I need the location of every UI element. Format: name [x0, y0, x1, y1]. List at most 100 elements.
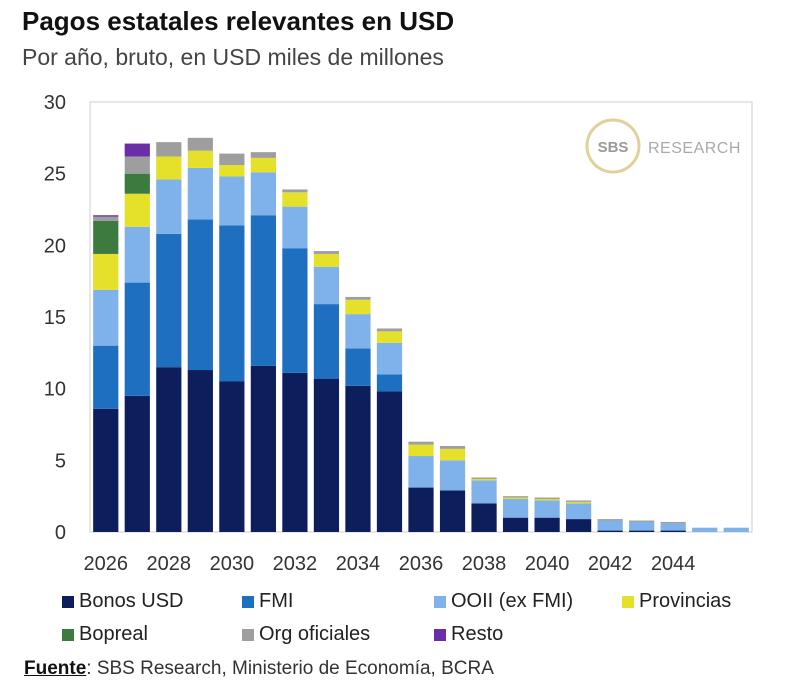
bar-segment-2036-s2 [408, 456, 434, 488]
y-tick-label: 10 [44, 379, 66, 401]
x-tick-label: 2034 [336, 553, 381, 575]
bar-segment-2032-s3 [282, 192, 308, 207]
source-label: Fuente [24, 658, 87, 679]
y-tick-label: 0 [55, 522, 66, 544]
x-tick-label: 2032 [273, 553, 318, 575]
legend-swatch [622, 595, 634, 608]
bar-segment-2027-s4 [124, 173, 150, 194]
stacked-bar-chart: 0 5 10 15 20 25 30 SBS RESEARCH 2026 2028 2030 2032 2… [44, 92, 753, 575]
legend-item: Resto [434, 623, 503, 646]
legend-item: Org oficiales [242, 623, 370, 646]
bar-segment-2029-s5 [187, 137, 213, 151]
bar-segment-2035-s0 [376, 391, 403, 532]
bar-segment-2032-s1 [282, 248, 308, 373]
bar-segment-2040-s0 [534, 517, 560, 532]
bar-segment-2036-s3 [408, 444, 434, 457]
y-tick-label: 5 [55, 450, 66, 472]
bar-segment-2027-s0 [124, 395, 150, 532]
x-tick-label: 2042 [588, 553, 633, 575]
bar-segment-2026-s6 [93, 215, 119, 217]
bar-segment-2035-s5 [376, 328, 403, 332]
bar-segment-2031-s5 [250, 152, 276, 158]
bar-segment-2033-s3 [313, 253, 340, 267]
bar-segment-2027-s5 [124, 156, 150, 174]
bar-segment-2037-s2 [439, 460, 466, 491]
bar-segment-2034-s1 [345, 348, 371, 386]
bar-segment-2042-s2 [597, 520, 623, 531]
bar-segment-2033-s1 [313, 304, 340, 379]
bar-segment-2039-s0 [502, 517, 529, 532]
bar-segment-2036-s0 [408, 487, 434, 532]
x-tick-label: 2028 [147, 553, 192, 575]
bar-segment-2037-s0 [439, 490, 466, 532]
bar-segment-2027-s6 [124, 143, 150, 157]
y-tick-label: 20 [44, 235, 66, 257]
bar-segment-2032-s0 [282, 372, 308, 532]
bar-segment-2041-s2 [566, 503, 592, 520]
legend-item: Bopreal [62, 623, 148, 646]
bar-segment-2030-s3 [219, 165, 245, 177]
bar-segment-2029-s2 [187, 167, 213, 220]
legend-swatch [242, 628, 254, 641]
bar-segment-2033-s5 [313, 251, 340, 254]
legend-label: Org oficiales [259, 623, 371, 645]
bar-segment-2026-s2 [93, 289, 119, 346]
legend-swatch [62, 595, 74, 608]
bar-segment-2046-s2 [723, 527, 749, 532]
bar-segment-2031-s2 [250, 172, 276, 216]
bar-segment-2032-s2 [282, 206, 308, 249]
bar-segment-2038-s2 [471, 480, 497, 504]
legend-label: Provincias [639, 590, 732, 612]
bar-segment-2030-s5 [219, 153, 245, 166]
bar-segment-2043-s5 [629, 520, 655, 522]
x-tick-label: 2040 [525, 553, 570, 575]
bar-segment-2030-s0 [219, 381, 245, 532]
bar-segment-2034-s2 [345, 314, 371, 349]
bar-segment-2037-s3 [439, 448, 466, 461]
bar-segment-2041-s0 [566, 519, 592, 532]
bar-segment-2038-s0 [471, 503, 497, 532]
bar-segment-2035-s2 [376, 342, 403, 375]
bar-segment-2034-s5 [345, 296, 371, 300]
bar-segment-2038-s5 [471, 477, 497, 479]
bar-segment-2033-s0 [313, 378, 340, 532]
bar-segment-2028-s3 [156, 156, 182, 180]
bar-segment-2030-s1 [219, 225, 245, 382]
bar-segment-2026-s5 [93, 216, 119, 221]
bar-segment-2040-s3 [534, 499, 560, 501]
bar-segment-2036-s5 [408, 441, 434, 445]
bar-segment-2027-s1 [124, 282, 150, 396]
bar-segment-2034-s0 [345, 385, 371, 532]
bar-segment-2041-s3 [566, 501, 592, 504]
bar-segment-2042-s0 [597, 530, 623, 532]
legend-item: Provincias [622, 590, 731, 613]
bar-segment-2032-s5 [282, 189, 308, 193]
chart-title: Pagos estatales relevantes en USD [22, 6, 455, 36]
bar-segment-2039-s3 [502, 497, 529, 500]
legend-label: Bonos USD [79, 590, 184, 612]
bar-segment-2031-s1 [250, 215, 276, 366]
bar-segment-2028-s2 [156, 179, 182, 234]
bar-segment-2043-s2 [629, 521, 655, 531]
bar-segment-2029-s0 [187, 370, 213, 532]
bar-segment-2028-s1 [156, 233, 182, 368]
bar-segment-2031-s3 [250, 157, 276, 173]
bar-segment-2039-s5 [502, 496, 529, 498]
legend-item: Bonos USD [62, 590, 184, 613]
bar-segment-2040-s2 [534, 500, 560, 518]
legend-label: Bopreal [79, 623, 148, 645]
legend-swatch [242, 595, 254, 608]
legend-swatch [62, 628, 74, 641]
bar-segment-2029-s3 [187, 150, 213, 168]
x-tick-label: 2026 [84, 553, 129, 575]
bar-segment-2043-s0 [629, 530, 655, 532]
bar-segment-2027-s2 [124, 226, 150, 283]
bar-segment-2045-s2 [692, 527, 718, 532]
bar-segment-2041-s5 [566, 500, 592, 502]
y-tick-label: 25 [44, 164, 66, 186]
chart-subtitle: Por año, bruto, en USD miles de millones [22, 44, 444, 70]
bar-segment-2042-s5 [597, 519, 623, 521]
bar-segment-2026-s3 [93, 253, 119, 290]
x-tick-label: 2036 [399, 553, 444, 575]
legend-label: OOII (ex FMI) [451, 590, 574, 612]
